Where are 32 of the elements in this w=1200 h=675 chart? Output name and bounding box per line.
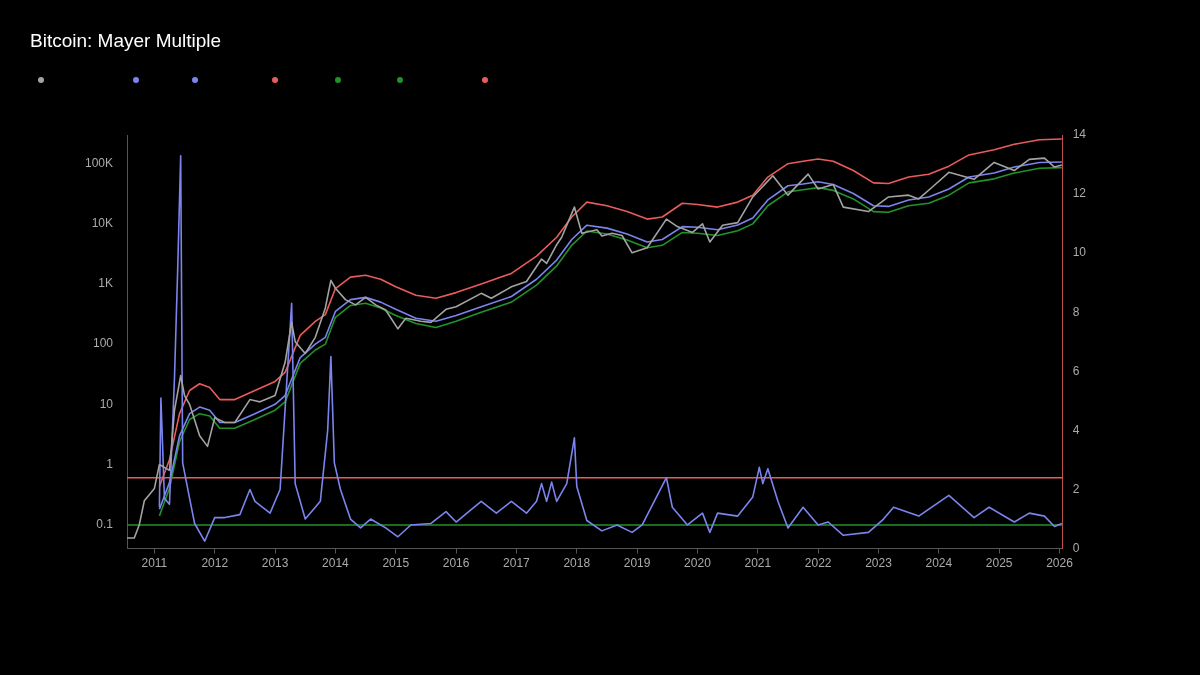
x-tick-label: 2012 bbox=[201, 556, 229, 571]
y2-tick-label: 10 bbox=[1072, 245, 1087, 260]
x-tick-label: 2018 bbox=[563, 556, 591, 571]
x-tick-label: 2021 bbox=[744, 556, 772, 571]
y-tick-label: 0.1 bbox=[96, 516, 114, 531]
x-tick-label: 2022 bbox=[804, 556, 832, 571]
y-tick-label: 100 bbox=[92, 336, 114, 351]
y2-tick-label: 4 bbox=[1072, 422, 1080, 437]
y2-tick-label: 0 bbox=[1072, 540, 1080, 555]
x-tick-label: 2024 bbox=[925, 556, 953, 571]
x-tick-label: 2025 bbox=[985, 556, 1013, 571]
y-tick-label: 100K bbox=[84, 156, 114, 171]
x-tick-label: 2019 bbox=[623, 556, 651, 571]
x-tick-label: 2023 bbox=[865, 556, 893, 571]
y-tick-label: 1K bbox=[98, 276, 114, 291]
y2-tick-label: 2 bbox=[1072, 481, 1080, 496]
chart-title: Bitcoin: Mayer Multiple bbox=[30, 30, 222, 52]
x-tick-label: 2017 bbox=[503, 556, 531, 571]
x-tick-label: 2020 bbox=[684, 556, 712, 571]
y-tick-label: 10K bbox=[91, 216, 114, 231]
y2-tick-label: 8 bbox=[1072, 304, 1080, 319]
y2-tick-label: 14 bbox=[1072, 127, 1087, 142]
x-tick-label: 2015 bbox=[382, 556, 410, 571]
y2-tick-label: 6 bbox=[1072, 363, 1080, 378]
x-tick-label: 2016 bbox=[442, 556, 470, 571]
x-tick-label: 2026 bbox=[1046, 556, 1074, 571]
x-tick-label: 2011 bbox=[141, 556, 168, 571]
y-tick-label: 1 bbox=[106, 456, 114, 471]
x-tick-label: 2014 bbox=[322, 556, 350, 571]
x-tick-label: 2013 bbox=[261, 556, 289, 571]
y-tick-label: 10 bbox=[99, 396, 114, 411]
y2-tick-label: 12 bbox=[1072, 186, 1087, 201]
